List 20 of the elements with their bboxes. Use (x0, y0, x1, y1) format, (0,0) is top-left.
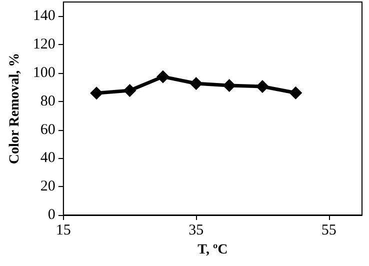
point (190, 77, 203, 90)
y-tick-label: 100 (32, 65, 56, 81)
y-axis-title: Color Removal, % (8, 52, 22, 164)
point (256, 80, 269, 93)
x-tick-label: 55 (321, 222, 336, 238)
y-tick-label: 140 (32, 8, 56, 24)
x-tick-label: 35 (188, 222, 204, 238)
point (289, 86, 302, 100)
point (156, 70, 170, 84)
point (123, 84, 136, 97)
y-tick-label: 60 (40, 122, 56, 138)
y-tick-label: 20 (40, 178, 56, 195)
x-axis-title: T, ºC (198, 242, 228, 258)
y-tick-label: 0 (48, 207, 56, 223)
y-tick-label: 40 (40, 150, 56, 166)
x-tick-label: 15 (56, 222, 71, 238)
y-tick-label: 80 (40, 93, 56, 110)
point (222, 78, 236, 92)
y-tick-label: 120 (32, 36, 56, 53)
point (90, 86, 104, 100)
